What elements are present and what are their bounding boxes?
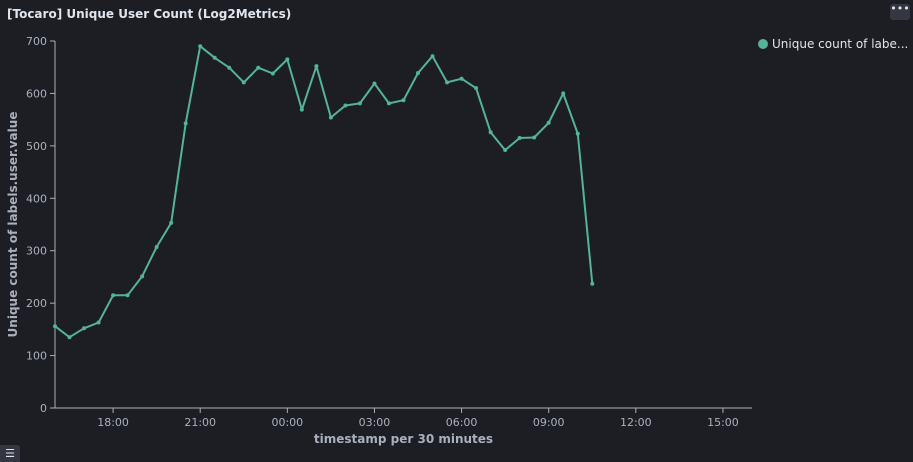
y-tick-label: 400 [26, 192, 47, 205]
x-tick-label: 12:00 [620, 416, 652, 429]
data-point [343, 103, 348, 108]
y-tick-label: 0 [40, 402, 47, 415]
y-tick-label: 300 [26, 245, 47, 258]
data-point [111, 293, 116, 298]
x-tick-label: 00:00 [271, 416, 303, 429]
x-tick-label: 09:00 [533, 416, 565, 429]
data-point [590, 281, 595, 286]
y-tick-label: 100 [26, 350, 47, 363]
x-tick-label: 18:00 [97, 416, 129, 429]
data-point [561, 91, 566, 96]
list-icon: ☰ [5, 447, 15, 460]
data-point [416, 70, 421, 75]
legend-item[interactable]: Unique count of labe... [758, 37, 908, 51]
data-point [299, 107, 304, 112]
data-point [314, 64, 319, 69]
x-tick-label: 21:00 [184, 416, 216, 429]
data-point [517, 135, 522, 140]
panel-options-button[interactable]: ••• [890, 2, 910, 20]
data-point [67, 335, 72, 340]
data-point [285, 57, 290, 62]
y-tick-label: 200 [26, 297, 47, 310]
data-point [241, 80, 246, 85]
x-tick-label: 06:00 [446, 416, 478, 429]
data-point [256, 65, 261, 70]
series-line [54, 45, 594, 339]
data-point [357, 101, 362, 106]
data-point [401, 98, 406, 103]
data-point [125, 293, 130, 298]
ellipsis-icon: ••• [890, 2, 910, 15]
data-point [96, 320, 101, 325]
data-point [546, 120, 551, 125]
data-point [328, 115, 333, 120]
panel-title: [Tocaro] Unique User Count (Log2Metrics) [7, 7, 292, 21]
data-point [532, 135, 537, 140]
data-point [183, 121, 188, 126]
data-point [212, 55, 217, 60]
x-tick-label: 15:00 [707, 416, 739, 429]
legend-toggle-button[interactable]: ☰ [0, 445, 20, 462]
legend-color-swatch [758, 39, 768, 49]
data-point [227, 65, 232, 70]
y-tick-label: 600 [26, 87, 47, 100]
data-point [198, 44, 203, 49]
data-point [270, 71, 275, 76]
data-point [82, 326, 87, 331]
data-point [154, 245, 159, 250]
y-axis-title: Unique count of labels.user.value [6, 112, 20, 338]
data-point [140, 274, 145, 279]
data-point [503, 148, 508, 153]
data-point [445, 80, 450, 85]
data-point [53, 324, 57, 329]
legend-label: Unique count of labe... [772, 37, 909, 51]
data-point [575, 131, 580, 136]
data-point [386, 101, 391, 106]
data-point [488, 130, 493, 135]
data-point [430, 54, 435, 59]
x-tick-label: 03:00 [359, 416, 391, 429]
data-point [372, 81, 377, 86]
x-axis-title: timestamp per 30 minutes [314, 432, 493, 446]
y-tick-label: 700 [26, 35, 47, 48]
y-tick-label: 500 [26, 140, 47, 153]
data-point [459, 76, 464, 81]
data-point [474, 86, 479, 91]
data-point [169, 220, 174, 225]
